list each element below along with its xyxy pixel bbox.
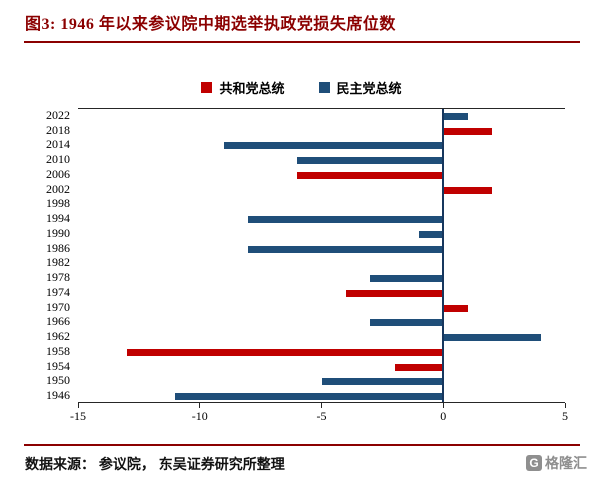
- y-axis-label-2022: 2022: [46, 107, 70, 122]
- y-axis-label-2010: 2010: [46, 152, 70, 167]
- y-axis-label-1982: 1982: [46, 255, 70, 270]
- x-axis-tick-0: [442, 403, 444, 408]
- bar-2018: [443, 127, 492, 135]
- bar-1966: [370, 319, 444, 327]
- y-axis-label-2002: 2002: [46, 181, 70, 196]
- x-axis-tick--10: [199, 403, 201, 408]
- legend-label-democrat: 民主党总统: [336, 81, 402, 96]
- x-axis-tick--5: [321, 403, 322, 408]
- x-axis-labels: -15 -10 -5 0 5: [70, 409, 568, 425]
- y-axis-label-1958: 1958: [46, 343, 70, 358]
- bar-1986: [248, 245, 444, 253]
- bar-1994: [248, 216, 444, 224]
- y-axis-label-1986: 1986: [46, 240, 70, 255]
- y-axis-label-1978: 1978: [46, 270, 70, 285]
- bar-2010: [297, 157, 444, 165]
- gelonghui-logo-icon: G: [526, 455, 542, 471]
- democrat-legend-swatch: [318, 82, 330, 93]
- y-axis-label-1990: 1990: [46, 225, 70, 240]
- y-axis-label-1966: 1966: [46, 314, 70, 329]
- republican-legend-swatch: [201, 82, 213, 93]
- zero-axis-line: [442, 109, 445, 402]
- x-axis-label--15: -15: [70, 409, 86, 423]
- y-axis-label-2014: 2014: [46, 137, 70, 152]
- y-axis-label-1954: 1954: [46, 358, 70, 373]
- bar-1954: [394, 363, 444, 371]
- title-divider: [24, 41, 580, 43]
- y-axis-label-1970: 1970: [46, 299, 70, 314]
- y-axis-label-2018: 2018: [46, 122, 70, 137]
- bar-2006: [297, 171, 444, 179]
- y-axis-label-1946: 1946: [46, 388, 70, 403]
- bar-2014: [224, 142, 444, 150]
- x-axis-ticks: [77, 403, 566, 409]
- senate-midterm-chart: [78, 108, 565, 403]
- legend-item-republican: 共和党总统: [201, 78, 285, 97]
- figure-title: 图3: 1946 年以来参议院中期选举执政党损失席位数: [25, 16, 396, 33]
- y-axis-labels: 2022 2018 2014 2010 2006 2002 1998 1994 1990 1986…: [0, 108, 70, 403]
- bar-1962: [443, 334, 541, 342]
- y-axis-label-1950: 1950: [46, 373, 70, 388]
- y-axis-label-1998: 1998: [46, 196, 70, 211]
- x-axis-label-0: 0: [440, 409, 447, 423]
- gelonghui-logo-text: 格隆汇: [545, 455, 587, 471]
- y-axis-label-1974: 1974: [46, 284, 70, 299]
- bar-1946: [175, 393, 444, 401]
- x-axis-label--10: -10: [191, 409, 208, 423]
- bar-1970: [443, 304, 468, 312]
- legend-item-democrat: 民主党总统: [318, 78, 402, 97]
- x-axis-label-5: 5: [562, 409, 568, 423]
- x-axis-tick--15: [77, 403, 79, 408]
- bar-1978: [370, 275, 444, 283]
- y-axis-label-1994: 1994: [46, 211, 70, 226]
- gelonghui-logo: G 格隆汇: [526, 453, 587, 473]
- x-axis-label--5: -5: [316, 409, 327, 423]
- bar-2002: [443, 186, 492, 194]
- x-axis-tick-5: [564, 403, 566, 408]
- bar-1958: [126, 348, 444, 356]
- bar-1950: [321, 378, 444, 386]
- y-axis-label-1962: 1962: [46, 329, 70, 344]
- legend-label-republican: 共和党总统: [219, 81, 285, 96]
- bar-1990: [418, 230, 444, 238]
- chart-legend: 共和党总统 民主党总统: [0, 78, 603, 97]
- y-axis-label-2006: 2006: [46, 166, 70, 181]
- data-source-note: 数据来源： 参议院， 东吴证券研究所整理: [25, 456, 285, 472]
- bar-1974: [345, 289, 444, 297]
- bar-2022: [443, 112, 468, 120]
- footer-divider: [24, 444, 580, 446]
